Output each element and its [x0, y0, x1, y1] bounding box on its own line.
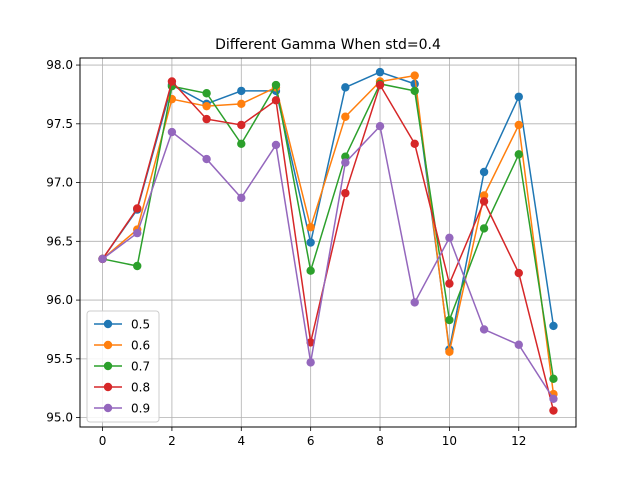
- x-tick-label: 4: [237, 434, 245, 448]
- y-tick-label: 98.0: [46, 58, 73, 72]
- legend-box: [86, 310, 160, 423]
- data-point: [514, 150, 523, 159]
- data-point: [514, 120, 523, 130]
- data-point: [410, 71, 419, 80]
- y-tick-label: 95.0: [46, 411, 73, 425]
- data-point: [445, 315, 454, 325]
- plot-frame: [79, 57, 577, 428]
- data-point: [306, 238, 315, 247]
- data-point: [410, 79, 419, 89]
- data-point: [306, 223, 315, 232]
- legend-marker: [103, 382, 113, 392]
- legend-item: 0.8: [94, 381, 150, 395]
- data-point: [306, 266, 315, 275]
- x-tick-label: 2: [168, 434, 176, 448]
- data-point: [271, 80, 281, 90]
- data-point: [202, 114, 211, 124]
- series-0.9: [98, 121, 558, 403]
- x-tick-label: 6: [307, 434, 315, 448]
- data-point: [549, 321, 558, 331]
- data-point: [202, 154, 211, 164]
- data-point: [271, 96, 281, 105]
- legend-item: 0.6: [94, 339, 150, 353]
- y-tick-label: 96.0: [46, 293, 73, 307]
- legend-item: 0.9: [94, 402, 150, 416]
- data-point: [341, 112, 350, 121]
- data-point: [237, 99, 246, 109]
- data-point: [341, 158, 350, 167]
- legend-label: 0.8: [131, 381, 150, 395]
- data-point: [445, 347, 454, 356]
- grid-lines: [80, 58, 576, 427]
- legend-item: 0.5: [94, 318, 150, 332]
- data-point: [167, 77, 177, 86]
- data-point: [410, 298, 419, 307]
- data-point: [375, 67, 385, 77]
- y-axis: 95.0 95.5 96.0 96.5 97.0 97.5 98.0: [46, 58, 80, 425]
- data-point: [514, 340, 523, 349]
- chart-title: Different Gamma When std=0.4: [215, 37, 441, 53]
- legend-marker: [103, 340, 113, 350]
- data-point: [202, 89, 211, 98]
- data-point: [549, 374, 558, 384]
- y-tick-label: 97.0: [46, 176, 73, 190]
- legend-marker: [103, 403, 113, 413]
- data-point: [237, 120, 246, 130]
- data-point: [479, 325, 489, 334]
- x-axis: 0 2 4 6 8 10 12: [99, 427, 526, 448]
- data-point: [237, 139, 246, 148]
- y-tick-label: 97.5: [46, 117, 73, 131]
- data-point: [410, 139, 419, 148]
- data-point: [202, 101, 211, 111]
- legend-label: 0.9: [131, 402, 150, 416]
- data-point: [341, 152, 350, 161]
- data-point: [514, 92, 523, 101]
- data-point: [271, 140, 281, 150]
- data-point: [133, 204, 142, 213]
- series-line: [102, 124, 555, 400]
- data-point: [306, 358, 315, 367]
- legend-label: 0.5: [131, 318, 150, 332]
- data-point: [375, 121, 385, 131]
- data-point: [237, 86, 246, 96]
- data-point: [167, 127, 177, 137]
- data-point: [479, 191, 489, 200]
- legend-label: 0.6: [131, 339, 150, 353]
- data-point: [479, 224, 489, 233]
- legend-marker: [103, 319, 113, 329]
- x-tick-label: 8: [376, 434, 384, 448]
- x-tick-label: 10: [442, 434, 457, 448]
- data-point: [341, 188, 350, 198]
- y-tick-label: 95.5: [46, 352, 73, 366]
- legend-item: 0.7: [94, 360, 150, 374]
- data-point: [549, 406, 558, 415]
- data-point: [98, 254, 107, 264]
- data-point: [410, 86, 419, 96]
- data-point: [375, 80, 385, 90]
- legend: 0.5 0.6 0.7 0.8 0.9: [86, 310, 160, 423]
- series-line: [101, 79, 555, 411]
- data-point: [514, 268, 523, 278]
- x-tick-label: 12: [511, 434, 526, 448]
- data-point: [479, 197, 489, 206]
- data-point: [549, 394, 558, 403]
- data-point: [445, 233, 454, 242]
- data-point: [133, 228, 142, 238]
- series-layer: [98, 67, 558, 415]
- legend-label: 0.7: [131, 360, 150, 374]
- data-point: [479, 167, 489, 177]
- legend-marker: [103, 361, 113, 371]
- data-point: [133, 261, 142, 271]
- y-tick-label: 96.5: [46, 234, 73, 248]
- data-point: [445, 279, 454, 288]
- x-tick-label: 0: [99, 434, 107, 448]
- series-line: [102, 74, 555, 395]
- data-point: [341, 83, 350, 92]
- data-point: [237, 193, 246, 203]
